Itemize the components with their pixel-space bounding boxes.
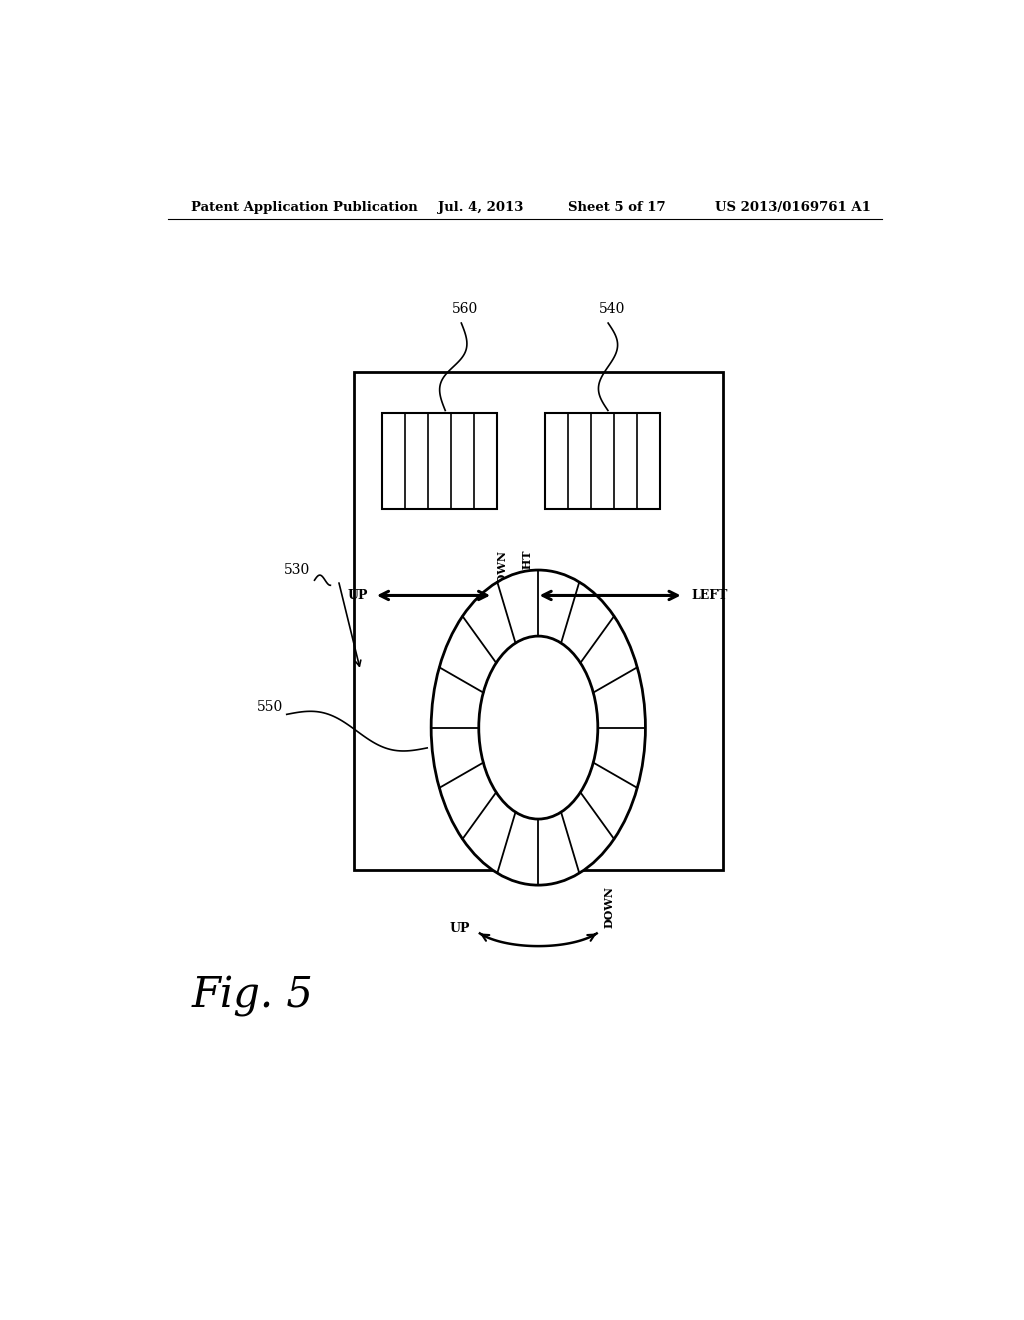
Text: US 2013/0169761 A1: US 2013/0169761 A1 xyxy=(715,201,871,214)
Ellipse shape xyxy=(431,570,645,886)
Text: DOWN: DOWN xyxy=(497,550,508,593)
Ellipse shape xyxy=(479,636,598,818)
Text: Fig. 5: Fig. 5 xyxy=(191,975,313,1018)
Text: Sheet 5 of 17: Sheet 5 of 17 xyxy=(568,201,666,214)
Bar xyxy=(354,372,723,870)
Bar xyxy=(545,412,659,510)
Text: 550: 550 xyxy=(256,700,283,714)
Text: Patent Application Publication: Patent Application Publication xyxy=(191,201,418,214)
Text: DOWN: DOWN xyxy=(603,886,614,928)
Text: 540: 540 xyxy=(599,302,626,315)
Text: RIGHT: RIGHT xyxy=(522,550,532,593)
Bar xyxy=(382,412,497,510)
Text: UP: UP xyxy=(450,921,470,935)
Text: Jul. 4, 2013: Jul. 4, 2013 xyxy=(437,201,523,214)
Text: 530: 530 xyxy=(285,564,310,577)
Text: 560: 560 xyxy=(453,302,478,315)
Text: UP: UP xyxy=(347,589,368,602)
Text: LEFT: LEFT xyxy=(691,589,728,602)
